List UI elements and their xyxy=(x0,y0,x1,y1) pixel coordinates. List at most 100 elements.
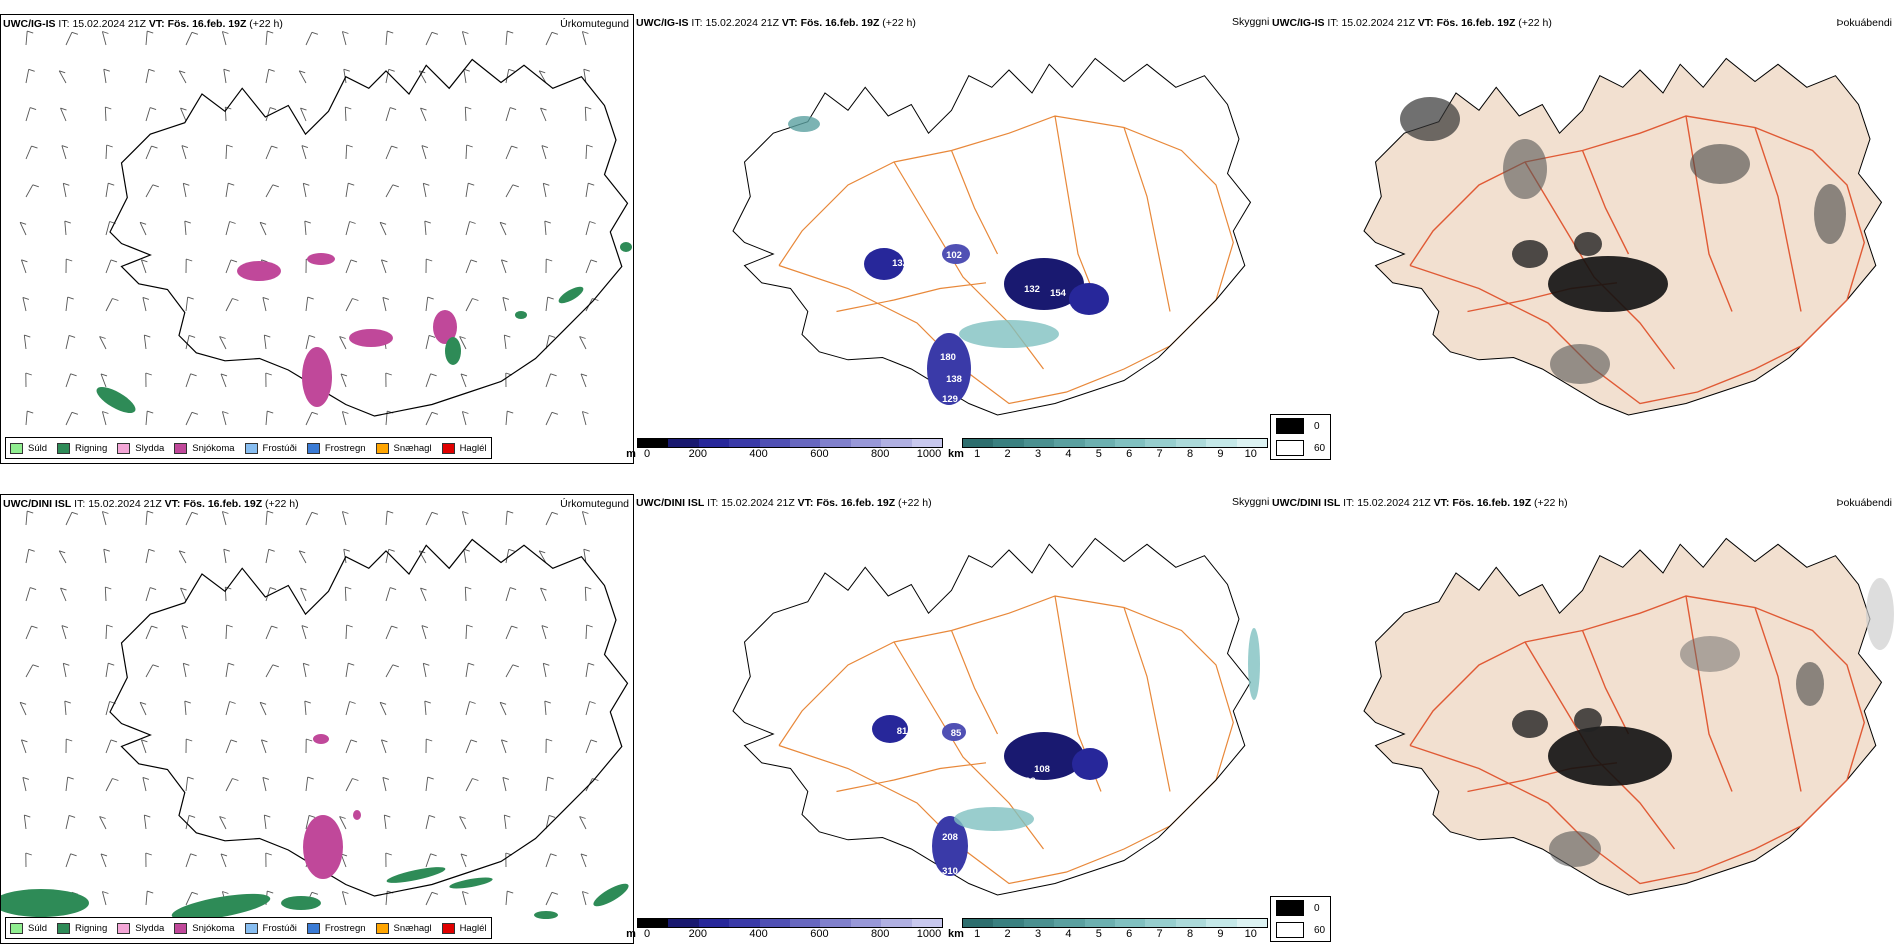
precip-type-panel-2: UWC/DINI ISL IT: 15.02.2024 21Z VT: Fös.… xyxy=(0,494,634,944)
legend-label: Súld xyxy=(28,442,48,454)
legend-label: Snæhagl xyxy=(393,442,432,454)
wind-barbs xyxy=(19,30,599,426)
vt-value: Fös. 16.feb. 19Z xyxy=(800,17,880,29)
legend-swatch xyxy=(244,922,258,934)
panel-title: Þokuábendi xyxy=(1836,497,1892,509)
colorbar-tick: 8 xyxy=(1186,448,1194,460)
colorbar-tick: 400 xyxy=(749,928,768,940)
colorbar-step xyxy=(850,919,882,927)
visibility-colorbar-m xyxy=(637,438,943,448)
it-value: 15.02.2024 21Z xyxy=(88,498,162,510)
vis-label: 138 xyxy=(946,374,962,385)
legend-item: Frostregn xyxy=(306,442,366,454)
fog-panel-1: UWC/IG-IS IT: 15.02.2024 21Z VT: Fös. 16… xyxy=(1270,14,1900,464)
visibility-panel-1: 132 102 132 154 180 138 129 UWC/IG-IS IT… xyxy=(626,14,1270,464)
fog-legend-label: 0 xyxy=(1314,902,1320,914)
legend-swatch xyxy=(306,442,320,454)
legend-label: Frostúði xyxy=(262,922,297,934)
model-name: UWC/IG-IS xyxy=(3,18,56,30)
colorbar-tick: 9 xyxy=(1217,448,1224,460)
legend-swatch xyxy=(174,442,188,454)
colorbar-step xyxy=(1175,919,1207,927)
map-header: UWC/IG-IS IT: 15.02.2024 21Z VT: Fös. 16… xyxy=(3,18,283,30)
colorbar-unit: km xyxy=(948,448,964,460)
colorbar-step xyxy=(668,439,699,447)
colorbar-step xyxy=(1054,439,1085,447)
fog-panel-2: UWC/DINI ISL IT: 15.02.2024 21Z VT: Fös.… xyxy=(1270,494,1900,944)
colorbar-step xyxy=(698,919,730,927)
wind-barbs xyxy=(19,510,599,906)
legend-swatch xyxy=(117,442,131,454)
visibility-areas xyxy=(872,628,1260,876)
vt-label: VT: xyxy=(797,497,814,509)
model-name: UWC/DINI ISL xyxy=(1272,497,1341,509)
it-label: IT: xyxy=(1327,17,1339,29)
fog-areas xyxy=(1400,97,1846,384)
visibility-colorbar-km xyxy=(962,438,1268,448)
legend-item: Snæhagl xyxy=(375,442,432,454)
fog-legend: 0 60 xyxy=(1270,896,1332,942)
lead-time: (+22 h) xyxy=(1518,17,1552,29)
it-label: IT: xyxy=(58,18,70,30)
colorbar-tick: 6 xyxy=(1126,928,1133,940)
colorbar-step xyxy=(1054,919,1085,927)
colorbar-step xyxy=(1023,919,1055,927)
lead-time: (+22 h) xyxy=(265,498,299,510)
colorbar-tick: 200 xyxy=(688,928,707,940)
colorbar-tick: 0 xyxy=(643,928,651,940)
colorbar-tick: 10 xyxy=(1244,448,1257,460)
visibility-areas xyxy=(788,116,1109,405)
legend-item: Frostregn xyxy=(306,922,366,934)
vis-label: 81 xyxy=(897,726,908,737)
vis-label: 208 xyxy=(942,832,958,843)
colorbar-step xyxy=(820,439,851,447)
legend-item: Slydda xyxy=(117,922,164,934)
legend-item: Snjókoma xyxy=(174,442,235,454)
model-name: UWC/DINI ISL xyxy=(636,497,705,509)
colorbar-tick: 10 xyxy=(1244,928,1257,940)
legend-item: Rigning xyxy=(57,442,107,454)
colorbar-step xyxy=(1236,919,1268,927)
model-name: UWC/DINI ISL xyxy=(3,498,72,510)
vt-value: Fös. 16.feb. 19Z xyxy=(167,18,247,30)
colorbar-step xyxy=(638,919,669,927)
map-header: UWC/DINI ISL IT: 15.02.2024 21Z VT: Fös.… xyxy=(3,498,299,510)
colorbar-step xyxy=(1206,439,1237,447)
colorbar-step xyxy=(1023,439,1055,447)
road-network xyxy=(778,595,1234,885)
colorbar-tick: 0 xyxy=(643,448,651,460)
map-header: UWC/IG-IS IT: 15.02.2024 21Z VT: Fös. 16… xyxy=(1272,17,1552,29)
colorbar-step xyxy=(1084,919,1116,927)
fog-legend-item: 0 xyxy=(1271,415,1330,437)
legend-item: Haglél xyxy=(441,442,487,454)
colorbar-step xyxy=(1145,919,1176,927)
fog-legend-label: 60 xyxy=(1314,442,1326,454)
lead-time: (+22 h) xyxy=(1534,497,1568,509)
panel-title: Úrkomutegund xyxy=(560,18,629,30)
fog-legend-item: 60 xyxy=(1271,919,1330,941)
colorbar-tick: 5 xyxy=(1095,448,1102,460)
legend-label: Snjókoma xyxy=(192,442,235,454)
legend-swatch xyxy=(10,442,23,454)
colorbar-tick: 9 xyxy=(1217,928,1224,940)
visibility-value-labels: 132 102 132 154 180 138 129 xyxy=(892,250,1067,405)
road-network xyxy=(778,115,1234,405)
vt-label: VT: xyxy=(781,17,798,29)
visibility-map-2: 81 85 108 112 208 310 xyxy=(732,537,1260,896)
legend-swatch xyxy=(10,922,23,934)
colorbar-tick: 1000 xyxy=(916,448,942,460)
legend-swatch xyxy=(174,922,188,934)
model-name: UWC/IG-IS xyxy=(1272,17,1325,29)
colorbar-step xyxy=(759,919,791,927)
legend-swatch xyxy=(244,442,258,454)
colorbar-step xyxy=(729,919,760,927)
colorbar-tick: 400 xyxy=(749,448,768,460)
vis-label: 85 xyxy=(951,728,962,739)
legend-label: Frostúði xyxy=(262,442,297,454)
precip-legend: Súld Rigning Slydda Snjókoma Frostúði Frostre… xyxy=(5,917,492,939)
colorbar-step xyxy=(1115,439,1146,447)
legend-label: Frostregn xyxy=(324,442,366,454)
colorbar-step xyxy=(729,439,760,447)
it-value: 15.02.2024 21Z xyxy=(1341,17,1415,29)
colorbar-unit: m xyxy=(626,448,636,460)
